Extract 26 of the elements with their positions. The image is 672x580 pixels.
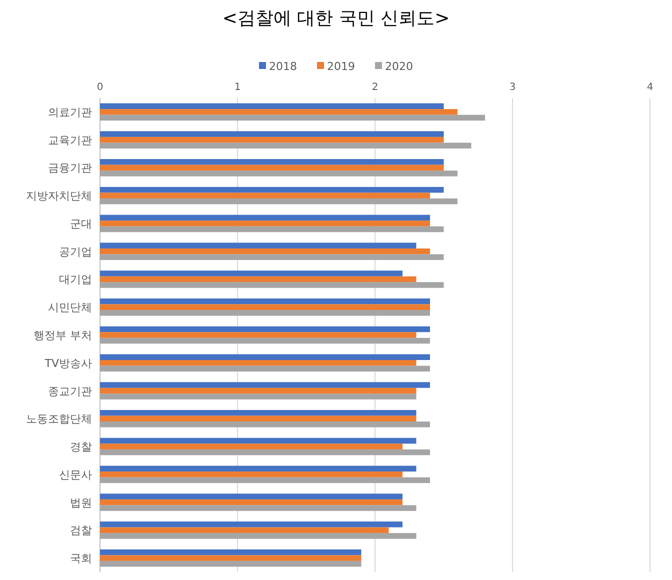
y-tick-label: 검찰 [70, 524, 92, 538]
y-tick-label: 교육기관 [48, 134, 92, 147]
y-tick-label: 시민단체 [48, 301, 92, 314]
y-tick-label: 의료기관 [48, 106, 92, 119]
y-tick-label: 행정부 부처 [34, 329, 92, 342]
y-tick-label: 법원 [70, 496, 92, 510]
y-tick-label: 경찰 [70, 440, 92, 454]
y-tick-label: 대기업 [59, 273, 92, 286]
y-tick-label: 신문사 [59, 468, 92, 482]
legend-label: 2020 [385, 60, 413, 73]
y-tick-label: 군대 [70, 217, 92, 230]
legend-label: 2019 [327, 60, 355, 73]
legend-label: 2018 [269, 60, 297, 73]
y-tick-label: 지방자치단체 [26, 190, 92, 203]
x-tick-label: 4 [646, 82, 654, 93]
x-tick-label: 0 [96, 82, 104, 93]
x-tick-label: 2 [372, 82, 378, 93]
title: <검찰에 대한 국민 신뢰도> [222, 8, 450, 29]
y-tick-label: 공기업 [59, 245, 92, 258]
y-tick-label: TV방송사 [44, 356, 92, 370]
y-tick-label: 종교기관 [48, 384, 92, 398]
y-tick-label: 노동조합단체 [26, 412, 92, 426]
y-tick-label: 금융기관 [48, 162, 92, 175]
x-tick-label: 1 [234, 82, 241, 93]
x-tick-label: 3 [509, 82, 516, 93]
y-tick-label: 국회 [70, 552, 92, 566]
